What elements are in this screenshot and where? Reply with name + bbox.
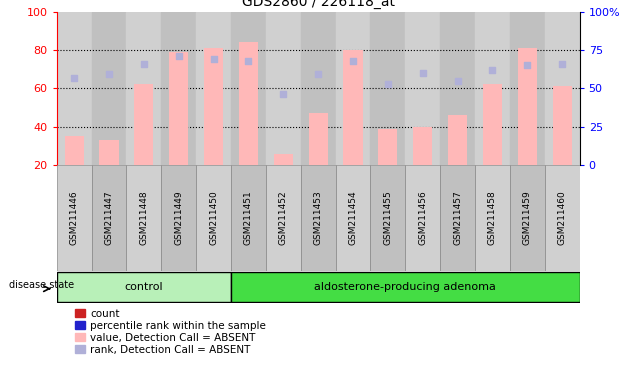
Bar <box>161 165 196 271</box>
Bar <box>231 12 266 165</box>
Bar <box>370 165 405 271</box>
Bar <box>336 12 370 165</box>
Bar <box>413 127 432 165</box>
Bar <box>440 165 475 271</box>
Text: GSM211454: GSM211454 <box>348 190 357 245</box>
Text: GSM211458: GSM211458 <box>488 190 497 245</box>
Bar <box>204 48 223 165</box>
Point <box>104 71 114 78</box>
Bar <box>239 42 258 165</box>
Point <box>139 61 149 67</box>
Text: aldosterone-producing adenoma: aldosterone-producing adenoma <box>314 282 496 292</box>
Bar <box>273 154 293 165</box>
Bar <box>127 12 161 165</box>
Bar <box>405 12 440 165</box>
Bar <box>161 12 196 165</box>
Bar <box>475 12 510 165</box>
Text: GSM211447: GSM211447 <box>105 190 113 245</box>
Bar <box>510 165 545 271</box>
Point <box>418 70 428 76</box>
Bar <box>91 165 127 271</box>
Bar <box>510 12 545 165</box>
Bar <box>169 52 188 165</box>
Point <box>488 67 498 73</box>
Text: GSM211453: GSM211453 <box>314 190 323 245</box>
Bar <box>309 113 328 165</box>
Point <box>243 58 253 64</box>
Bar <box>196 12 231 165</box>
Text: GSM211452: GSM211452 <box>279 190 288 245</box>
Bar <box>91 12 127 165</box>
Bar <box>100 140 118 165</box>
Bar <box>440 12 475 165</box>
Bar <box>301 165 336 271</box>
Text: control: control <box>125 282 163 292</box>
Bar <box>343 50 363 165</box>
Point <box>278 91 289 98</box>
Text: GSM211457: GSM211457 <box>453 190 462 245</box>
Bar <box>134 84 154 165</box>
Bar <box>475 165 510 271</box>
Bar <box>378 129 398 165</box>
Bar <box>127 165 161 271</box>
Bar <box>301 12 336 165</box>
Point <box>313 71 323 78</box>
Point <box>383 81 393 87</box>
Bar <box>57 165 91 271</box>
Legend: count, percentile rank within the sample, value, Detection Call = ABSENT, rank, : count, percentile rank within the sample… <box>74 309 266 355</box>
Point <box>69 74 79 81</box>
Bar <box>553 86 572 165</box>
Bar <box>231 165 266 271</box>
Bar <box>231 272 580 302</box>
Bar <box>57 272 231 302</box>
Bar <box>266 165 301 271</box>
Text: GSM211448: GSM211448 <box>139 190 148 245</box>
Text: GSM211449: GSM211449 <box>175 190 183 245</box>
Text: GSM211456: GSM211456 <box>418 190 427 245</box>
Text: GSM211446: GSM211446 <box>70 190 79 245</box>
Point <box>174 53 184 59</box>
Bar <box>57 12 91 165</box>
Bar <box>266 12 301 165</box>
Bar <box>405 165 440 271</box>
Title: GDS2860 / 226118_at: GDS2860 / 226118_at <box>242 0 394 9</box>
Text: GSM211451: GSM211451 <box>244 190 253 245</box>
Text: GSM211460: GSM211460 <box>558 190 566 245</box>
Bar <box>545 12 580 165</box>
Point <box>557 61 567 67</box>
Text: GSM211455: GSM211455 <box>384 190 392 245</box>
Bar <box>64 136 84 165</box>
Point <box>452 78 462 84</box>
Bar <box>483 84 502 165</box>
Bar <box>196 165 231 271</box>
Bar <box>518 48 537 165</box>
Text: GSM211459: GSM211459 <box>523 190 532 245</box>
Point <box>522 62 532 68</box>
Bar <box>336 165 370 271</box>
Text: disease state: disease state <box>8 280 74 290</box>
Bar <box>545 165 580 271</box>
Bar <box>370 12 405 165</box>
Text: GSM211450: GSM211450 <box>209 190 218 245</box>
Bar <box>448 115 467 165</box>
Point <box>348 58 358 64</box>
Point <box>209 56 219 62</box>
